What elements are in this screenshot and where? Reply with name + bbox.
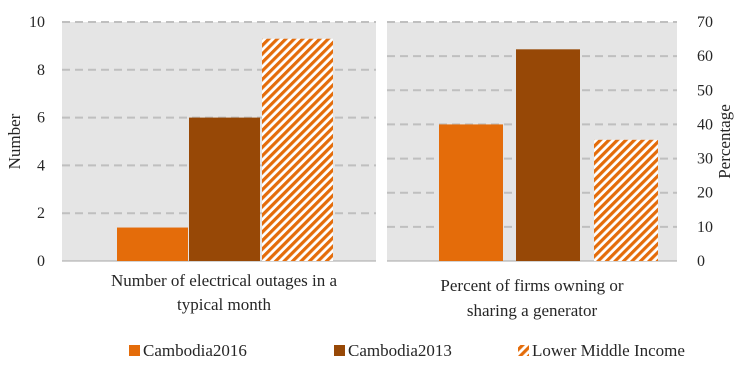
y-axis-label-outages: Number [5, 113, 24, 169]
y-tick-label-outages: 10 [29, 14, 45, 31]
y-tick-label-generator: 40 [697, 116, 713, 133]
legend-swatch-lower-middle-income [518, 345, 529, 356]
legend-label-cambodia2013: Cambodia2013 [348, 341, 452, 360]
x-category-label-outages: typical month [177, 295, 271, 314]
y-tick-label-outages: 8 [37, 62, 45, 79]
bar-outages-lower-middle-income [262, 38, 333, 262]
y-tick-label-generator: 10 [697, 219, 713, 236]
bar-generator-cambodia2016 [439, 124, 503, 261]
bar-generator-lower-middle-income [594, 139, 658, 261]
legend-label-cambodia2016: Cambodia2016 [143, 341, 247, 360]
y-tick-label-outages: 0 [37, 253, 45, 270]
y-tick-label-outages: 6 [37, 110, 45, 127]
legend-label-lower-middle-income: Lower Middle Income [532, 341, 685, 360]
bar-generator-cambodia2013 [516, 49, 580, 261]
legend-swatch-cambodia2016 [129, 345, 140, 356]
y-tick-label-outages: 2 [37, 205, 45, 222]
y-tick-label-generator: 70 [697, 14, 713, 31]
y-tick-label-generator: 60 [697, 48, 713, 65]
y-tick-label-generator: 50 [697, 82, 713, 99]
y-tick-label-outages: 4 [37, 157, 45, 174]
x-category-label-generator: sharing a generator [467, 301, 598, 320]
legend-swatch-cambodia2013 [334, 345, 345, 356]
y-tick-label-generator: 0 [697, 253, 705, 270]
bar-outages-cambodia2013 [189, 117, 260, 261]
y-tick-label-generator: 30 [697, 151, 713, 168]
y-axis-label-generator: Percentage [715, 104, 734, 179]
y-tick-label-generator: 20 [697, 185, 713, 202]
x-category-label-generator: Percent of firms owning or [440, 276, 624, 295]
x-category-label-outages: Number of electrical outages in a [111, 271, 338, 290]
bar-outages-cambodia2016 [117, 227, 188, 261]
